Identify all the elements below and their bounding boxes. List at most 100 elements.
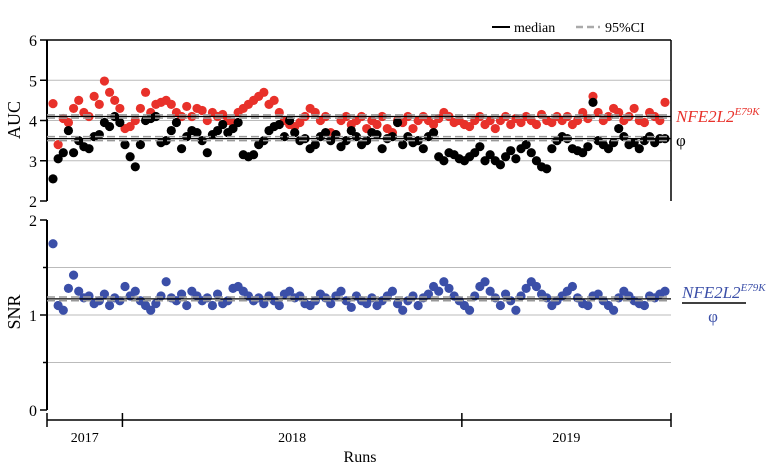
data-point	[274, 107, 284, 118]
data-point	[197, 105, 207, 116]
data-point	[115, 103, 125, 114]
data-point	[583, 300, 593, 311]
data-point	[655, 115, 665, 126]
data-point	[290, 127, 300, 138]
data-point	[495, 300, 506, 311]
data-point	[398, 140, 408, 150]
data-point	[614, 123, 624, 134]
y-axis-label-auc: AUC	[4, 101, 24, 139]
data-point	[146, 305, 156, 315]
year-label: 2018	[278, 431, 306, 446]
legend-median-label: median	[514, 21, 555, 36]
data-point	[125, 152, 135, 162]
data-point	[603, 144, 614, 154]
data-point	[182, 300, 192, 311]
data-point	[53, 154, 63, 164]
data-point	[63, 125, 74, 136]
data-point	[521, 140, 531, 150]
data-point	[434, 286, 444, 296]
data-point	[660, 286, 670, 296]
data-point	[408, 123, 418, 134]
data-point	[125, 121, 135, 132]
data-point	[542, 164, 552, 174]
data-point	[547, 117, 557, 128]
data-point	[526, 148, 536, 158]
data-point	[593, 107, 603, 118]
data-point	[511, 305, 521, 315]
y-tick-label: 6	[29, 33, 37, 50]
data-point	[392, 117, 403, 128]
snr-label-name: NFE2L2	[681, 283, 741, 302]
series-label-phi: φ	[676, 131, 686, 150]
data-point	[495, 160, 506, 170]
series-label-nfe2l2-name: NFE2L2	[675, 107, 735, 126]
data-point	[248, 150, 259, 160]
data-point	[130, 162, 140, 172]
data-point	[284, 115, 295, 126]
data-point	[506, 119, 516, 130]
y-axis-label-snr: SNR	[4, 294, 24, 329]
legend: median 95%CI	[492, 21, 645, 36]
data-point	[387, 286, 398, 296]
y-tick-label: 0	[29, 403, 37, 420]
data-point	[398, 305, 408, 315]
data-point	[428, 127, 439, 138]
y-tick-label: 3	[29, 154, 37, 171]
data-point	[531, 156, 542, 166]
data-point	[572, 115, 583, 126]
data-point	[135, 140, 146, 150]
data-point	[444, 283, 454, 293]
data-point	[48, 239, 58, 249]
data-point	[485, 286, 495, 296]
data-point	[120, 140, 130, 150]
data-point	[629, 103, 639, 114]
data-point	[218, 119, 228, 130]
data-point	[310, 140, 320, 150]
data-point	[485, 115, 495, 126]
data-point	[166, 99, 176, 109]
data-point	[336, 142, 346, 152]
data-point	[490, 123, 500, 134]
data-point	[480, 156, 490, 166]
data-point	[372, 129, 382, 140]
data-point	[485, 150, 495, 160]
data-point	[413, 300, 423, 311]
data-point	[228, 123, 238, 134]
data-point	[377, 144, 387, 154]
data-point	[58, 148, 68, 158]
data-point	[259, 87, 269, 97]
data-point	[346, 302, 356, 312]
data-point	[104, 121, 115, 132]
y-tick-label: 2	[29, 213, 37, 230]
data-point	[74, 286, 84, 296]
data-point	[58, 305, 68, 315]
data-point	[166, 125, 176, 136]
data-point	[480, 277, 490, 287]
data-point	[130, 115, 140, 126]
data-point	[104, 87, 115, 97]
data-point	[202, 148, 212, 158]
data-point	[202, 115, 212, 126]
data-point	[464, 305, 475, 315]
data-point	[521, 283, 531, 293]
data-point	[182, 101, 192, 112]
snr-label-denominator: φ	[708, 307, 718, 326]
data-point	[516, 117, 526, 128]
data-point	[639, 300, 650, 311]
data-point	[428, 119, 439, 130]
data-point	[567, 281, 578, 292]
data-point	[331, 129, 341, 140]
data-point	[608, 305, 619, 315]
data-point	[511, 154, 521, 164]
data-point	[336, 286, 346, 296]
data-point	[135, 103, 146, 114]
year-label: 2017	[71, 431, 99, 446]
data-point	[614, 107, 624, 118]
data-point	[233, 117, 243, 128]
data-point	[53, 140, 63, 150]
snr-label-sup: E79K	[740, 282, 767, 294]
data-point	[74, 95, 84, 105]
data-point	[68, 148, 79, 158]
snr-label-numerator: NFE2L2E79K	[681, 282, 766, 302]
series-label-nfe2l2-sup: E79K	[734, 106, 761, 118]
